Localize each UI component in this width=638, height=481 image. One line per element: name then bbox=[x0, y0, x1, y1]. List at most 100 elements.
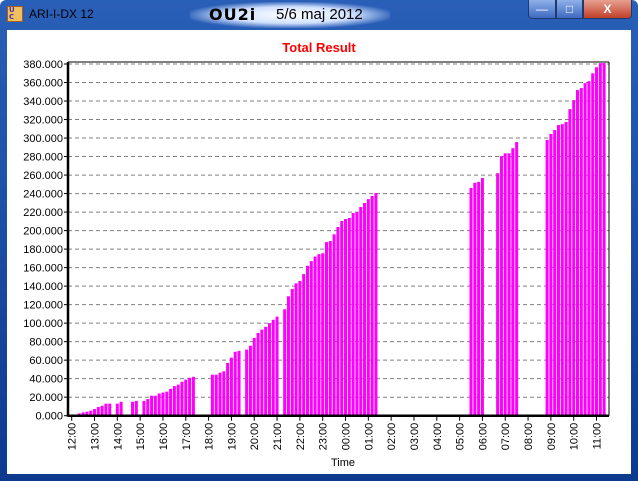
x-tick-label: 16:00 bbox=[158, 423, 170, 451]
bar bbox=[271, 319, 275, 416]
x-tick-label: 02:00 bbox=[386, 423, 398, 451]
close-button[interactable]: X bbox=[583, 0, 632, 19]
bar bbox=[591, 73, 595, 416]
bar bbox=[503, 153, 507, 416]
bar bbox=[96, 407, 100, 416]
bar bbox=[332, 234, 336, 416]
bar bbox=[572, 100, 576, 416]
bar bbox=[237, 350, 241, 416]
x-tick-label: 20:00 bbox=[249, 423, 261, 451]
bar bbox=[214, 374, 218, 416]
bar bbox=[549, 133, 553, 416]
bar bbox=[176, 384, 180, 416]
bar bbox=[218, 372, 222, 416]
x-tick-label: 06:00 bbox=[477, 423, 489, 451]
x-axis-label: Time bbox=[331, 457, 355, 469]
y-tick-label: 120.000 bbox=[23, 300, 63, 312]
bar bbox=[321, 253, 325, 416]
bar bbox=[309, 261, 313, 416]
bar bbox=[355, 212, 359, 416]
app-title: ARI-I-DX 12 bbox=[29, 7, 94, 21]
y-tick-label: 20.000 bbox=[29, 392, 63, 404]
bar bbox=[347, 218, 351, 416]
x-tick-label: 12:00 bbox=[67, 423, 79, 451]
bar bbox=[165, 391, 169, 416]
bar bbox=[252, 337, 256, 416]
x-tick-label: 04:00 bbox=[432, 423, 444, 451]
title-bar[interactable]: UCX ARI-I-DX 12 OU2i 5/6 maj 2012 — □ X bbox=[0, 0, 638, 30]
bar bbox=[153, 395, 157, 416]
y-tick-label: 360.000 bbox=[23, 78, 63, 90]
app-icon-letters: UCX bbox=[9, 6, 15, 21]
bar bbox=[545, 139, 549, 416]
bar bbox=[146, 399, 150, 416]
bar bbox=[469, 188, 473, 416]
x-tick-label: 14:00 bbox=[112, 423, 124, 451]
bar bbox=[515, 142, 519, 416]
maximize-button[interactable]: □ bbox=[556, 0, 583, 19]
logo: OU2i bbox=[209, 5, 257, 24]
bar bbox=[222, 371, 226, 416]
bar bbox=[85, 411, 89, 416]
bar bbox=[283, 309, 287, 416]
bar bbox=[100, 405, 104, 416]
bar bbox=[575, 90, 579, 416]
y-tick-label: 140.000 bbox=[23, 281, 63, 293]
bar bbox=[598, 63, 602, 416]
bar bbox=[104, 403, 108, 416]
grid-lines bbox=[68, 63, 609, 398]
bar bbox=[499, 156, 503, 416]
title-glow bbox=[190, 2, 390, 28]
y-tick-label: 0.000 bbox=[35, 411, 63, 423]
bar bbox=[366, 199, 370, 416]
bar bbox=[553, 129, 557, 416]
contest-date: 5/6 maj 2012 bbox=[276, 6, 363, 23]
y-tick-label: 40.000 bbox=[29, 374, 63, 386]
bar bbox=[191, 376, 195, 416]
bar bbox=[511, 148, 515, 416]
y-tick-label: 180.000 bbox=[23, 244, 63, 256]
bar bbox=[363, 203, 367, 416]
bar bbox=[115, 403, 119, 416]
bar bbox=[317, 254, 321, 416]
bar bbox=[184, 379, 188, 416]
y-tick-label: 380.000 bbox=[23, 59, 63, 71]
bar bbox=[89, 410, 93, 416]
bar bbox=[313, 256, 317, 416]
bar bbox=[328, 241, 332, 416]
bar bbox=[131, 401, 135, 416]
bar bbox=[602, 63, 606, 416]
bar bbox=[169, 388, 173, 416]
bar bbox=[507, 153, 511, 416]
bar bbox=[188, 377, 192, 416]
axes bbox=[64, 61, 610, 421]
bar bbox=[267, 323, 271, 416]
y-tick-label: 320.000 bbox=[23, 115, 63, 127]
x-tick-label: 11:00 bbox=[592, 423, 604, 450]
bar bbox=[142, 400, 146, 416]
x-tick-label: 08:00 bbox=[523, 423, 535, 451]
x-tick-label: 22:00 bbox=[295, 423, 307, 451]
x-tick-label: 01:00 bbox=[363, 423, 375, 451]
bar bbox=[560, 124, 564, 416]
bar bbox=[264, 326, 268, 416]
bar bbox=[496, 173, 500, 416]
bar bbox=[477, 181, 481, 416]
x-tick-label: 10:00 bbox=[569, 423, 581, 451]
bar bbox=[305, 265, 309, 416]
y-tick-label: 200.000 bbox=[23, 226, 63, 238]
minimize-button[interactable]: — bbox=[528, 0, 556, 19]
app-icon[interactable]: UCX bbox=[7, 6, 23, 22]
x-tick-label: 21:00 bbox=[272, 423, 284, 451]
bar bbox=[108, 403, 112, 416]
x-tick-label: 09:00 bbox=[546, 423, 558, 451]
y-tick-labels: 0.000 20.000 40.000 60.000 80.000 100.000 120.… bbox=[23, 59, 63, 423]
bar bbox=[233, 351, 237, 416]
bar bbox=[340, 220, 344, 416]
bar bbox=[260, 329, 264, 416]
x-tick-label: 15:00 bbox=[135, 423, 147, 451]
bar bbox=[336, 226, 340, 416]
bar bbox=[370, 195, 374, 416]
bar bbox=[564, 122, 568, 416]
bar bbox=[587, 81, 591, 416]
